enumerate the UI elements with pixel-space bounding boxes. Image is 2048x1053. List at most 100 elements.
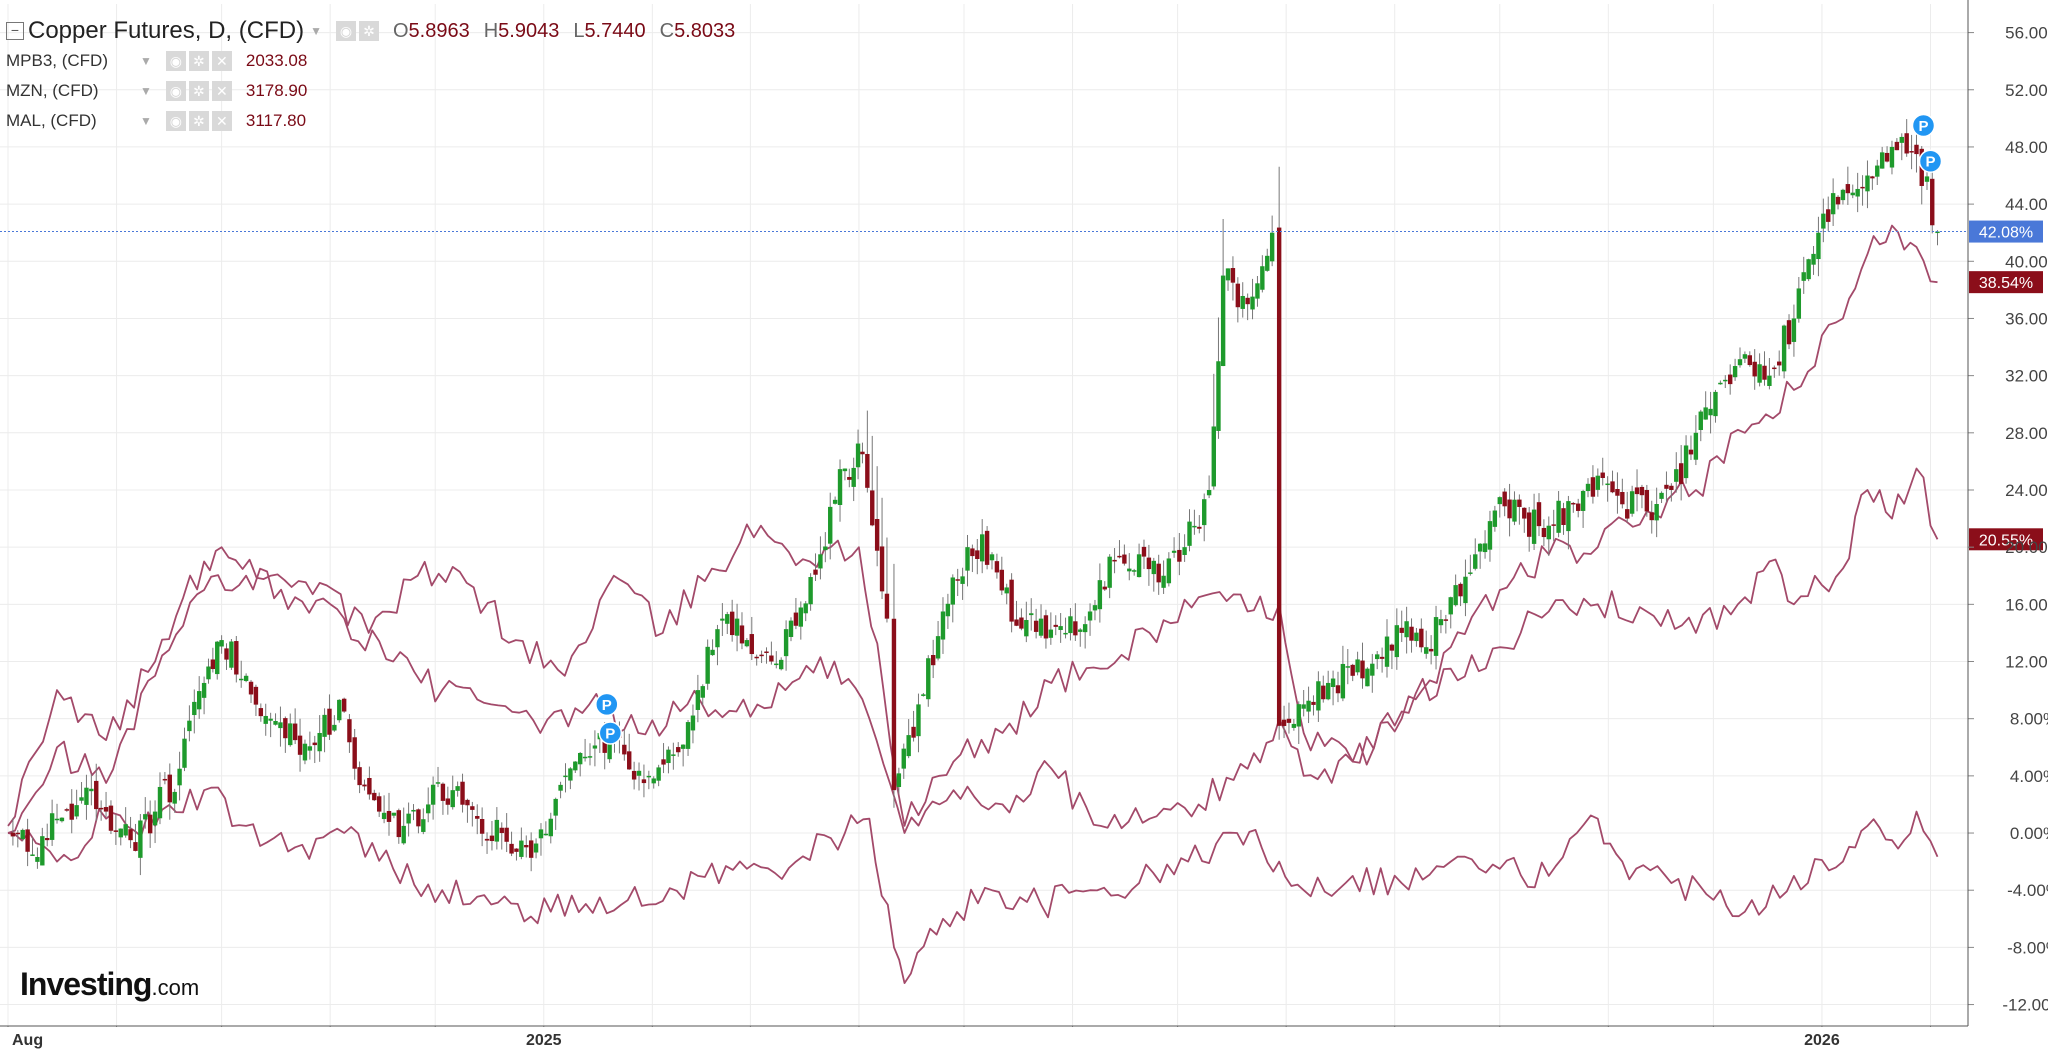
close-icon[interactable]: ✕ [211, 51, 232, 71]
candle-body [1821, 213, 1826, 229]
eye-icon[interactable]: ◉ [165, 111, 186, 131]
minus-square-icon[interactable]: − [6, 22, 24, 40]
candle-body [926, 658, 931, 700]
ohlc-high: H5.9043 [483, 19, 560, 42]
candle-body [568, 768, 573, 781]
candle-body [210, 659, 216, 670]
gear-icon[interactable]: ✲ [188, 111, 209, 131]
chevron-down-icon[interactable]: ▼ [140, 84, 152, 98]
candle-body [347, 719, 352, 743]
candle-body [1316, 681, 1321, 711]
candle-body [1615, 488, 1620, 496]
candle-body [147, 814, 153, 834]
candle-body [1463, 576, 1468, 604]
candle-body [1127, 568, 1132, 572]
candle-body [1379, 656, 1385, 659]
comparison-label[interactable]: MPB3, (CFD) [6, 51, 108, 70]
candle-body [1566, 501, 1571, 532]
chevron-down-icon[interactable]: ▼ [140, 114, 152, 128]
candle-body [832, 499, 838, 504]
candle-body [1161, 575, 1166, 588]
chevron-down-icon[interactable]: ▼ [140, 54, 152, 68]
candle-body [1197, 526, 1202, 529]
candle-body [1136, 554, 1142, 578]
candle-body [891, 618, 897, 791]
gear-icon[interactable]: ✲ [188, 81, 209, 101]
candle-body [1531, 509, 1537, 544]
candle-body [1801, 272, 1806, 281]
candle-body [35, 857, 40, 862]
candle-body [1078, 629, 1083, 632]
candle-body [803, 603, 808, 614]
candle-body [1742, 354, 1748, 359]
eye-icon[interactable]: ◉ [165, 51, 186, 71]
candle-body [577, 752, 583, 765]
candle-body [1004, 587, 1009, 594]
candle-body [381, 812, 387, 820]
candle-body [1551, 524, 1556, 526]
candle-body [1206, 489, 1212, 496]
p-marker-icon [595, 692, 619, 717]
candle-body [705, 646, 710, 684]
candle-body [450, 790, 455, 808]
candle-body [553, 798, 558, 816]
candle-body [896, 773, 902, 788]
candle-body [661, 759, 666, 765]
candle-body [1884, 152, 1890, 162]
candle-body [224, 648, 229, 660]
candle-body [1424, 647, 1429, 654]
candle-body [519, 840, 524, 857]
candle-body [1350, 664, 1355, 676]
candle-body [984, 530, 990, 565]
comparison-label[interactable]: MAL, (CFD) [6, 111, 97, 130]
y-tick-label: 52.00% [2005, 81, 2048, 100]
candle-body [960, 576, 965, 584]
candle-body [416, 809, 421, 827]
eye-icon[interactable]: ◉ [335, 21, 356, 41]
candle-body [1029, 613, 1034, 616]
comparison-label[interactable]: MZN, (CFD) [6, 81, 99, 100]
eye-icon[interactable]: ◉ [165, 81, 186, 101]
candle-body [1345, 666, 1350, 668]
x-axis-band [0, 1027, 2048, 1053]
candle-body [725, 614, 730, 624]
candle-body [1889, 146, 1895, 168]
x-tick-label: 2026 [1804, 1032, 1840, 1049]
candle-body [292, 723, 298, 741]
candle-body [1649, 512, 1654, 521]
candle-body [470, 806, 475, 810]
candle-body [1269, 232, 1275, 262]
chevron-down-icon[interactable]: ▼ [310, 24, 322, 38]
comparison-controls: ◉ ✲ ✕ [165, 81, 232, 101]
candle-body [1146, 557, 1152, 570]
candle-body [1737, 359, 1743, 366]
gear-icon[interactable]: ✲ [188, 51, 209, 71]
candle-body [273, 720, 278, 725]
candle-body [1428, 648, 1434, 652]
candle-body [1202, 499, 1207, 526]
candle-body [283, 718, 288, 739]
candle-body [196, 691, 202, 710]
candle-body [201, 682, 207, 698]
candle-body [1924, 176, 1930, 182]
instrument-title[interactable]: Copper Futures, D, (CFD) [28, 17, 305, 44]
candle-body [1235, 283, 1241, 308]
candle-body [685, 722, 691, 749]
candle-body [411, 809, 416, 812]
candle-body [426, 804, 431, 814]
candle-body [401, 825, 406, 844]
candle-body [930, 654, 936, 666]
close-icon[interactable]: ✕ [211, 81, 232, 101]
gear-icon[interactable]: ✲ [358, 21, 379, 41]
candle-body [631, 770, 637, 780]
candle-body [499, 827, 504, 834]
candle-body [215, 641, 220, 675]
candle-body [1107, 556, 1112, 588]
candle-body [1629, 491, 1635, 514]
candle-body [528, 840, 534, 858]
candle-body [1894, 141, 1900, 151]
close-icon[interactable]: ✕ [211, 111, 232, 131]
candle-body [1664, 484, 1669, 489]
candle-body [1845, 184, 1851, 194]
